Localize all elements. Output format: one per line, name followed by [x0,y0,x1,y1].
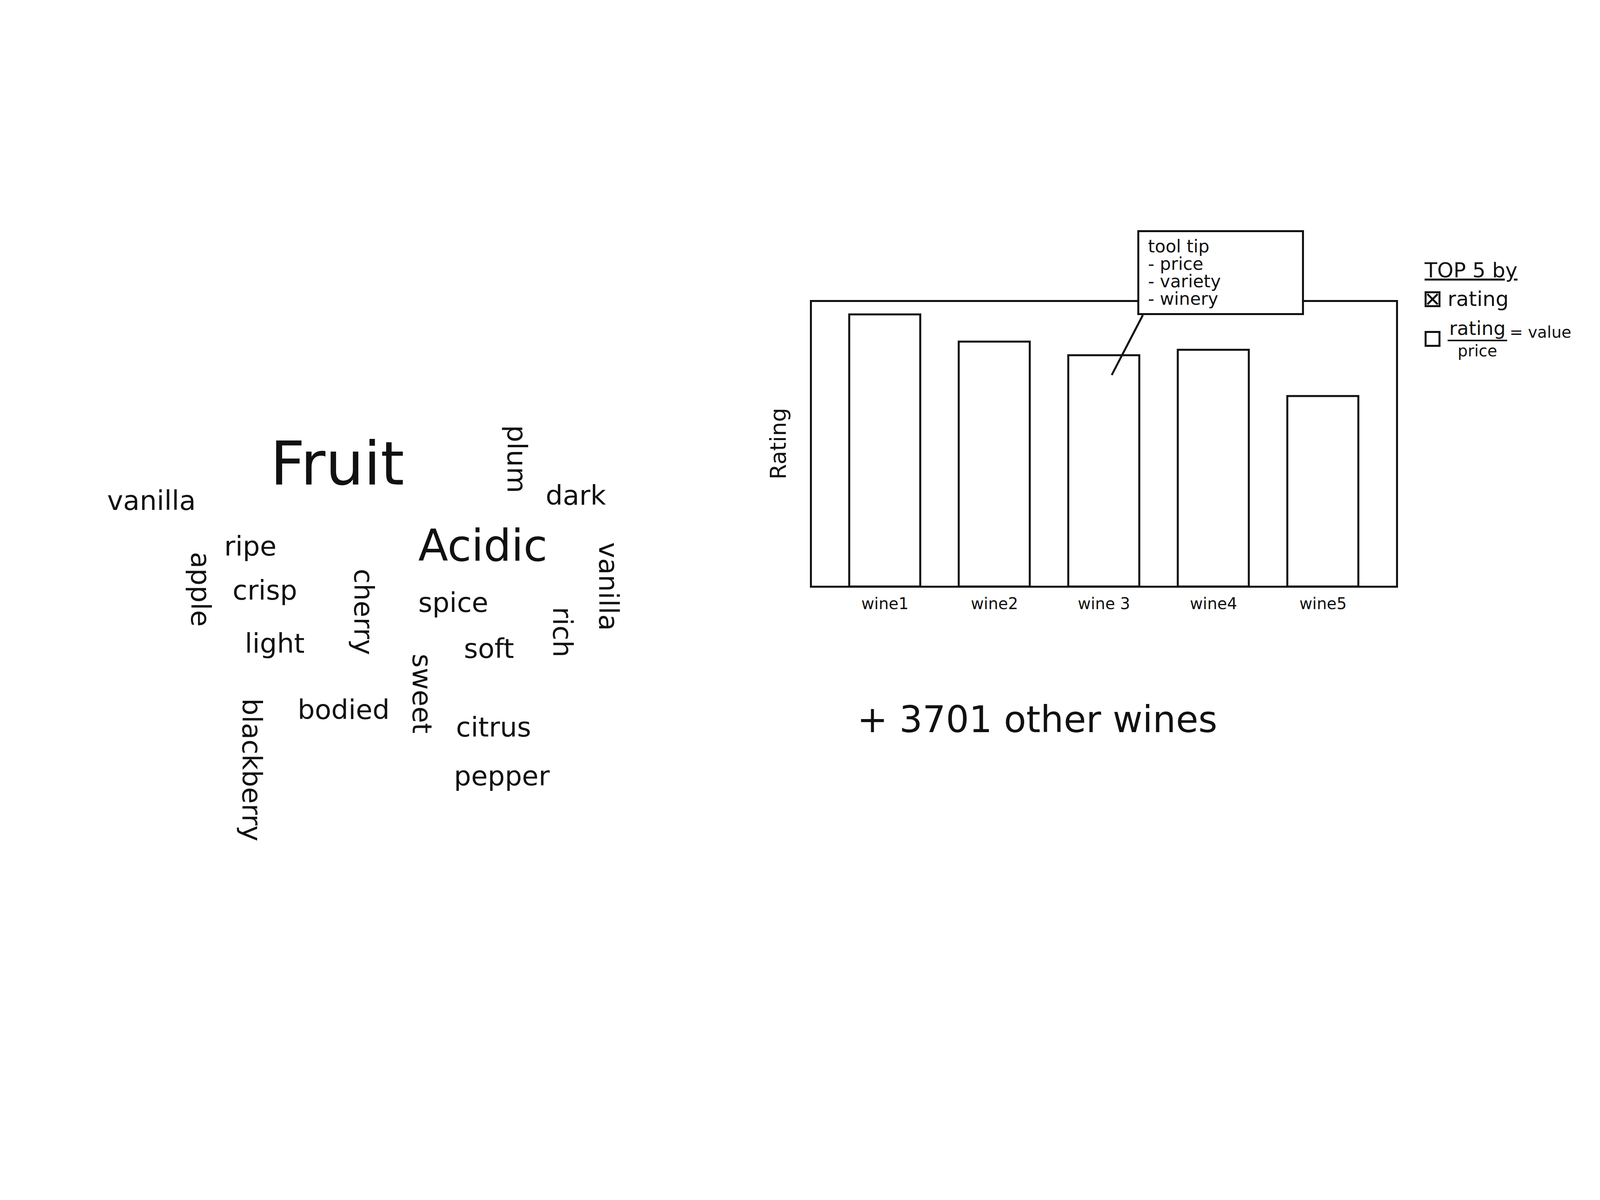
html-text:Rating: Rating [764,407,791,480]
svg-text:vanilla: vanilla [592,542,625,631]
html-text:- winery: - winery [1148,288,1219,309]
svg-text:vanilla: vanilla [107,484,196,517]
svg-text:spice: spice [418,586,489,619]
svg-text:wine4: wine4 [1189,594,1237,613]
svg-text:light: light [244,627,305,660]
svg-text:ripe: ripe [224,530,277,562]
svg-text:sweet: sweet [406,653,438,734]
svg-text:Acidic: Acidic [418,520,548,572]
svg-text:cherry: cherry [348,568,380,655]
html-text:- variety: - variety [1148,271,1221,292]
svg-text:wine5: wine5 [1299,594,1347,613]
svg-text:dark: dark [545,479,607,512]
html-text:tool tip: tool tip [1148,236,1210,257]
html-text:price: price [1457,341,1498,361]
svg-text:wine2: wine2 [970,594,1018,613]
html-text:rating: rating [1447,287,1509,311]
svg-text:citrus: citrus [455,711,531,743]
html-text:+ 3701 other wines: + 3701 other wines [857,698,1218,741]
html-text:rating: rating [1449,316,1506,340]
svg-text:rich: rich [546,606,579,658]
svg-text:plum: plum [501,425,533,493]
svg-text:bodied: bodied [297,694,390,726]
svg-text:wine 3: wine 3 [1077,594,1131,613]
svg-text:apple: apple [184,551,217,627]
html-text:- price: - price [1148,253,1204,274]
svg-text:blackberry: blackberry [236,698,268,842]
html-text:= value: = value [1509,322,1572,342]
svg-text:wine1: wine1 [861,594,909,613]
html-text:TOP 5 by: TOP 5 by [1424,258,1518,283]
svg-text:soft: soft [463,632,514,665]
svg-text:crisp: crisp [232,574,298,606]
svg-text:pepper: pepper [453,760,550,792]
svg-text:Fruit: Fruit [270,428,405,499]
